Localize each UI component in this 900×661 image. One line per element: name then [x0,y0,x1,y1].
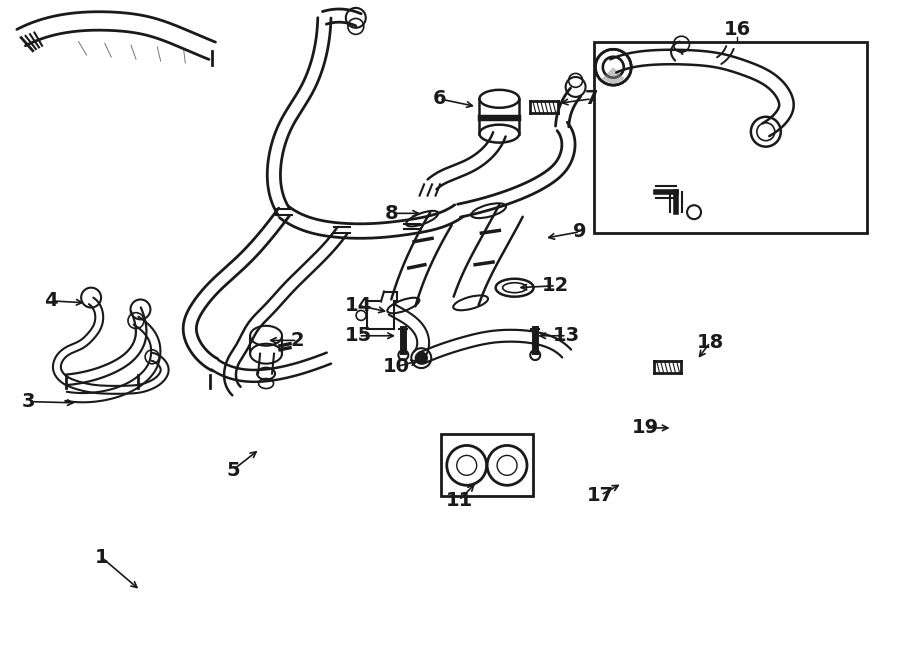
Text: 13: 13 [554,327,580,345]
Bar [441,434,533,496]
Text: 16: 16 [724,20,751,38]
Text: 9: 9 [573,222,587,241]
Text: 8: 8 [385,204,399,223]
Text: 6: 6 [432,89,446,108]
Text: 18: 18 [697,333,724,352]
Text: 12: 12 [542,276,570,295]
Text: 2: 2 [291,331,304,350]
Circle shape [415,352,428,364]
Wedge shape [602,67,625,83]
Text: 14: 14 [345,296,372,315]
Text: 17: 17 [587,486,615,504]
Text: 11: 11 [446,491,472,510]
Text: 10: 10 [382,357,410,376]
Text: 3: 3 [22,392,35,411]
Text: 7: 7 [585,89,598,108]
Text: 19: 19 [632,418,659,438]
Text: 5: 5 [226,461,239,479]
Text: 4: 4 [44,292,58,311]
Text: 15: 15 [345,327,372,345]
Text: 1: 1 [95,548,109,567]
Bar [594,42,868,233]
